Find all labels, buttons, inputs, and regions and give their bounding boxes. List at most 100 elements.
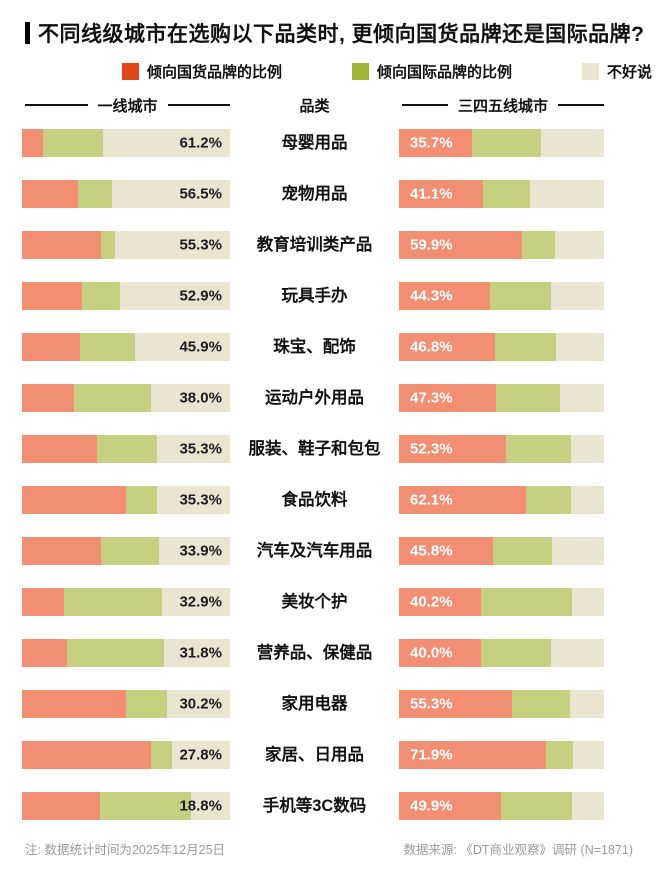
tier1-domestic-segment	[22, 231, 102, 259]
category-row: 45.9% 珠宝、配饰 46.8%	[22, 333, 669, 361]
tier1-stacked-bar: 52.9%	[22, 282, 230, 310]
category-label: 汽车及汽车用品	[256, 542, 373, 560]
category-row: 56.5% 宠物用品 41.1%	[22, 180, 669, 208]
category-label: 母婴用品	[281, 134, 348, 152]
tier345-value-label: 55.3%	[410, 695, 453, 713]
category-label: 营养品、保健品	[256, 644, 373, 662]
tier345-international-segment	[546, 741, 573, 769]
category-label: 食品饮料	[281, 491, 348, 509]
tier1-unsure-segment	[134, 333, 230, 361]
title-marker-bar	[25, 22, 30, 44]
tier345-domestic-segment	[399, 231, 522, 259]
legend-label-international: 倾向国际品牌的比例	[377, 63, 513, 81]
tier1-stacked-bar: 33.9%	[22, 537, 230, 565]
legend-item-international: 倾向国际品牌的比例	[352, 61, 512, 82]
tier1-unsure-segment	[161, 588, 230, 616]
tier1-international-segment	[96, 435, 157, 463]
category-row: 35.3% 食品饮料 62.1%	[22, 486, 669, 514]
column-header-tier1-label: 一线城市	[97, 97, 158, 115]
tier1-unsure-segment	[156, 486, 230, 514]
tier345-stacked-bar: 62.1%	[399, 486, 604, 514]
legend-label-domestic: 倾向国货品牌的比例	[147, 63, 283, 81]
tier1-value-label: 27.8%	[179, 746, 222, 764]
tier1-domestic-segment	[22, 333, 81, 361]
tier1-international-segment	[101, 231, 115, 259]
category-row: 30.2% 家用电器 55.3%	[22, 690, 669, 718]
column-header-tier345-label: 三四五线城市	[458, 97, 549, 115]
tier345-domestic-segment	[399, 180, 484, 208]
tier345-stacked-bar: 52.3%	[399, 435, 604, 463]
tier345-stacked-bar: 41.1%	[399, 180, 604, 208]
tier345-value-label: 47.3%	[410, 389, 453, 407]
tier1-international-segment	[150, 741, 173, 769]
tier345-unsure-segment	[571, 588, 604, 616]
category-label: 运动户外用品	[265, 389, 364, 407]
tier345-domestic-segment	[399, 333, 495, 361]
tier345-unsure-segment	[570, 435, 604, 463]
tier1-value-label: 45.9%	[179, 338, 222, 356]
tier1-domestic-segment	[22, 639, 67, 667]
tier1-unsure-segment	[112, 180, 230, 208]
page-title: 不同线级城市在选购以下品类时, 更倾向国货品牌还是国际品牌?	[38, 23, 645, 46]
tier1-unsure-segment	[114, 231, 230, 259]
category-row: 35.3% 服装、鞋子和包包 52.3%	[22, 435, 669, 463]
tier345-unsure-segment	[572, 792, 604, 820]
tier1-stacked-bar: 32.9%	[22, 588, 230, 616]
tier1-stacked-bar: 38.0%	[22, 384, 230, 412]
tier345-stacked-bar: 71.9%	[399, 741, 604, 769]
international-brand-color-swatch-icon	[352, 62, 370, 80]
tier1-value-label: 52.9%	[179, 287, 222, 305]
tier1-unsure-segment	[167, 690, 230, 718]
tier345-value-label: 52.3%	[410, 440, 453, 458]
tier1-stacked-bar: 18.8%	[22, 792, 230, 820]
tier1-domestic-segment	[22, 690, 126, 718]
tier1-international-segment	[74, 384, 151, 412]
category-row: 38.0% 运动户外用品 47.3%	[22, 384, 669, 412]
tier1-value-label: 31.8%	[179, 644, 222, 662]
category-row: 27.8% 家居、日用品 71.9%	[22, 741, 669, 769]
tier1-domestic-segment	[22, 588, 64, 616]
tier345-international-segment	[512, 690, 571, 718]
tier1-international-segment	[66, 639, 164, 667]
tier1-international-segment	[126, 690, 168, 718]
tier1-domestic-segment	[22, 384, 74, 412]
tier345-domestic-segment	[399, 282, 490, 310]
tier1-stacked-bar: 45.9%	[22, 333, 230, 361]
category-label: 教育培训类产品	[256, 236, 373, 254]
category-row: 18.8% 手机等3C数码 49.9%	[22, 792, 669, 820]
tier345-stacked-bar: 55.3%	[399, 690, 604, 718]
tier345-domestic-segment	[399, 435, 507, 463]
tier1-unsure-segment	[159, 537, 230, 565]
tier1-value-label: 30.2%	[179, 695, 222, 713]
tier1-stacked-bar: 55.3%	[22, 231, 230, 259]
tier345-domestic-segment	[399, 384, 496, 412]
tier1-value-label: 56.5%	[179, 185, 222, 203]
tier1-international-segment	[101, 537, 160, 565]
tier345-unsure-segment	[555, 333, 604, 361]
category-label: 手机等3C数码	[262, 797, 367, 815]
chart-legend: 倾向国货品牌的比例 倾向国际品牌的比例 不好说	[122, 61, 669, 81]
tier345-domestic-segment	[399, 486, 527, 514]
legend-item-domestic: 倾向国货品牌的比例	[122, 61, 282, 82]
tier345-domestic-segment	[399, 792, 502, 820]
tier345-unsure-segment	[570, 486, 604, 514]
tier1-value-label: 35.3%	[179, 440, 222, 458]
tier1-unsure-segment	[172, 741, 230, 769]
category-label: 玩具手办	[281, 287, 348, 305]
tier345-stacked-bar: 44.3%	[399, 282, 604, 310]
legend-label-unsure: 不好说	[607, 63, 653, 81]
tier1-international-segment	[100, 792, 191, 820]
tier1-value-label: 61.2%	[179, 134, 222, 152]
tier345-unsure-segment	[530, 180, 604, 208]
tier345-value-label: 46.8%	[410, 338, 453, 356]
tier345-stacked-bar: 40.2%	[399, 588, 604, 616]
tier345-value-label: 49.9%	[410, 797, 453, 815]
column-header-category-label: 品类	[299, 97, 330, 115]
category-row: 61.2% 母婴用品 35.7%	[22, 129, 669, 157]
tier1-value-label: 55.3%	[179, 236, 222, 254]
tier345-international-segment	[489, 282, 552, 310]
tier345-international-segment	[526, 486, 571, 514]
category-label: 珠宝、配饰	[273, 338, 356, 356]
column-header-tier1: 一线城市	[22, 95, 231, 116]
